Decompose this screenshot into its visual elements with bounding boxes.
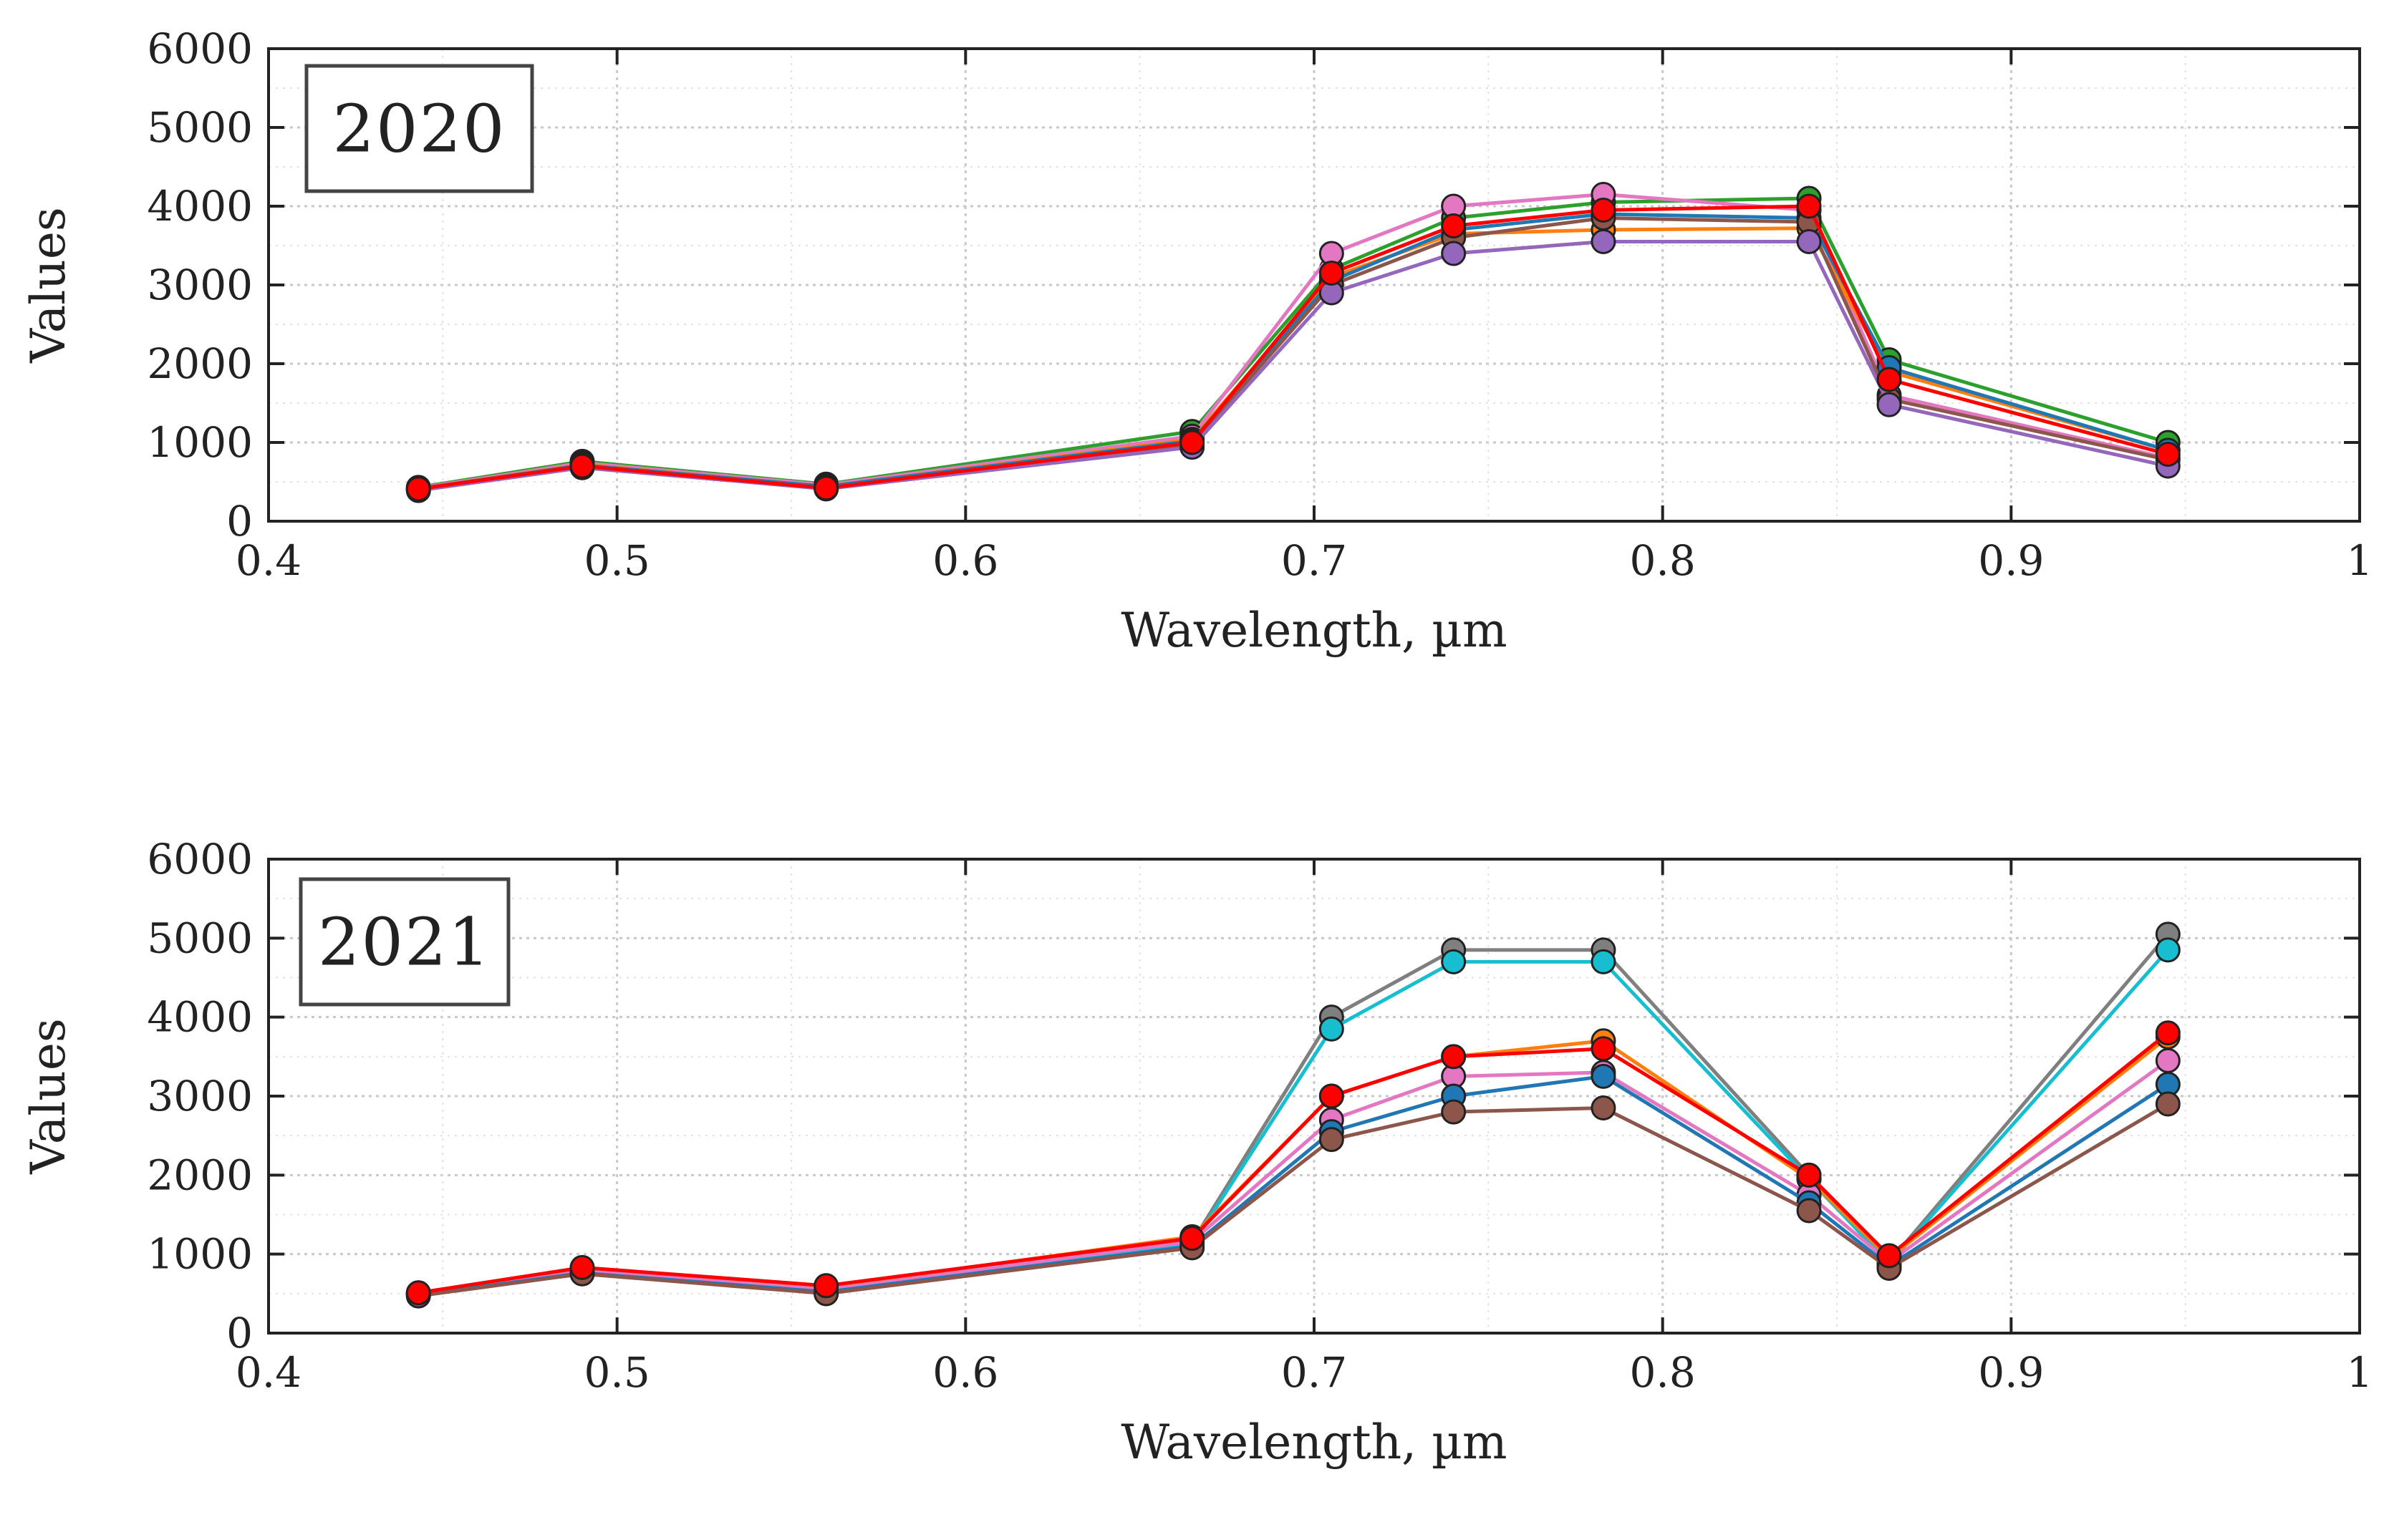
data-point (405, 476, 431, 502)
series-7 (405, 1020, 2181, 1306)
data-point (814, 475, 839, 501)
data-point (569, 453, 595, 479)
data-point (1591, 1036, 1616, 1062)
year-label-box (304, 64, 534, 193)
series-line (418, 1102, 2169, 1298)
data-point (1318, 1016, 1344, 1042)
series-line (418, 1031, 2169, 1295)
y-tick-label: 0 (226, 497, 253, 546)
x-axis-title: Wavelength, µm (1121, 1415, 1507, 1470)
data-point (1318, 1127, 1344, 1153)
x-tick-label: 1 (2347, 1348, 2373, 1397)
x-tick-label: 0.6 (932, 1348, 998, 1397)
x-tick-label: 1 (2347, 536, 2373, 585)
data-point (1441, 241, 1467, 266)
data-point (1441, 213, 1467, 238)
x-tick-label: 0.7 (1281, 1348, 1347, 1397)
year-label: 2020 (332, 91, 506, 168)
x-axis-title: Wavelength, µm (1121, 603, 1507, 658)
x-tick-label: 0.7 (1281, 536, 1347, 585)
x-tick-label: 0.9 (1978, 1348, 2044, 1397)
chart-2020: 0.4 0.5 0.6 0.7 0.8 0.9 1 0 1000 2000 3000 4000 5000… (21, 24, 2373, 658)
y-tick-label: 2000 (147, 339, 253, 388)
y-tick-label: 3000 (147, 261, 253, 309)
x-tick-label: 0.4 (236, 536, 301, 585)
data-point (1876, 1243, 1902, 1269)
series-7 (405, 193, 2181, 502)
data-point (1796, 229, 1822, 254)
y-tick-label: 5000 (147, 914, 253, 962)
data-point (1796, 1162, 1822, 1188)
x-tick-label: 0.5 (584, 1348, 650, 1397)
y-tick-label: 2000 (147, 1151, 253, 1199)
data-point (814, 1273, 839, 1299)
data-point (1591, 229, 1616, 254)
data-point (1179, 430, 1205, 455)
series-group (405, 921, 2181, 1309)
year-label-box (299, 877, 511, 1007)
data-point (569, 1254, 595, 1280)
data-point (2155, 1091, 2181, 1117)
data-point (1441, 1099, 1467, 1125)
ticks (267, 858, 2361, 1335)
y-tick-label: 1000 (147, 1230, 253, 1279)
y-tick-label: 3000 (147, 1072, 253, 1120)
y-tick-label: 5000 (147, 103, 253, 152)
data-point (2155, 1047, 2181, 1073)
y-tick-label: 6000 (147, 835, 253, 883)
year-label: 2021 (318, 904, 491, 981)
y-tick-label: 4000 (147, 182, 253, 231)
data-point (1796, 1198, 1822, 1224)
data-point (1179, 1226, 1205, 1251)
data-point (405, 1280, 431, 1306)
data-point (2155, 937, 2181, 963)
series-group (405, 182, 2181, 503)
y-tick-label: 6000 (147, 24, 253, 73)
data-point (1591, 1063, 1616, 1089)
x-tick-label: 0.8 (1630, 1348, 1696, 1397)
data-point (1591, 1095, 1616, 1121)
x-tick-label: 0.9 (1978, 536, 2044, 585)
y-axis-title: Values (21, 1018, 76, 1175)
y-tick-label: 1000 (147, 418, 253, 467)
x-tick-label: 0.8 (1630, 536, 1696, 585)
data-point (1441, 1044, 1467, 1070)
y-tick-label: 4000 (147, 993, 253, 1042)
data-point (2155, 442, 2181, 467)
data-point (1441, 949, 1467, 974)
x-tick-label: 0.5 (584, 536, 650, 585)
data-point (2155, 1020, 2181, 1046)
data-point (1591, 949, 1616, 974)
data-point (1876, 367, 1902, 392)
chart-2021: 0.4 0.5 0.6 0.7 0.8 0.9 1 0 1000 2000 3000 4000 5000… (21, 835, 2373, 1470)
x-tick-label: 0.6 (932, 536, 998, 585)
y-axis-title: Values (21, 207, 76, 364)
series-line (418, 1059, 2169, 1296)
data-point (1318, 1083, 1344, 1109)
x-tick-label: 0.4 (236, 1348, 301, 1397)
data-point (1318, 261, 1344, 286)
data-point (1591, 198, 1616, 223)
data-point (1876, 392, 1902, 417)
series-line (418, 204, 2168, 491)
y-tick-label: 0 (226, 1309, 253, 1357)
data-point (1796, 193, 1822, 219)
ticks (267, 47, 2361, 523)
